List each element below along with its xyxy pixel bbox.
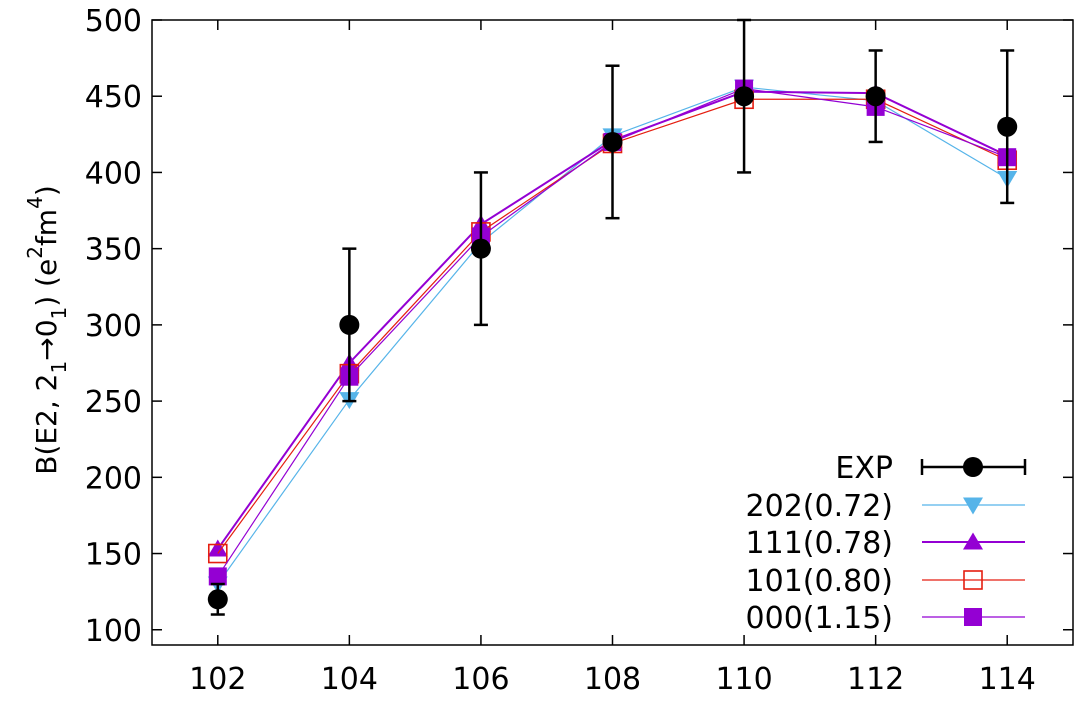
legend-label: 111(0.78)	[746, 526, 893, 561]
y-tick-label: 500	[85, 4, 142, 39]
data-point	[470, 238, 491, 259]
legend-swatch-marker	[963, 457, 983, 477]
legend-label: 000(1.15)	[746, 601, 893, 636]
x-tick-label: 114	[979, 662, 1036, 697]
data-point	[997, 116, 1018, 137]
legend-swatch-marker	[963, 570, 983, 590]
legend-swatch-marker	[963, 532, 983, 550]
x-axis-ticks: 102 104 106 108 110 112 114	[189, 20, 1036, 697]
legend-label: EXP	[835, 451, 893, 486]
y-axis-label: B(E2, 21→01) (e2fm4)	[23, 185, 71, 475]
x-tick-label: 102	[189, 662, 246, 697]
data-point	[207, 539, 228, 557]
data-point	[734, 86, 755, 107]
y-tick-label: 250	[85, 385, 142, 420]
data-point	[865, 86, 886, 107]
x-tick-label: 106	[452, 662, 509, 697]
series-layer	[207, 18, 1018, 616]
x-tick-label: 104	[321, 662, 378, 697]
y-axis-ticks: 100 150 200 250 300 350 400 450 500	[85, 4, 1073, 649]
data-point	[339, 314, 360, 335]
legend-label: 202(0.72)	[746, 489, 893, 524]
y-tick-label: 300	[85, 309, 142, 344]
legend-swatch-marker	[963, 497, 983, 515]
y-tick-label: 200	[85, 461, 142, 496]
data-point	[207, 543, 228, 564]
x-tick-label: 110	[715, 662, 772, 697]
y-tick-label: 450	[85, 80, 142, 115]
legend-swatch-marker	[964, 608, 982, 626]
legend-label: 101(0.80)	[746, 564, 893, 599]
data-point	[208, 567, 227, 586]
y-tick-label: 400	[85, 156, 142, 191]
y-tick-label: 350	[85, 233, 142, 268]
data-point	[602, 131, 623, 152]
x-tick-label: 108	[584, 662, 641, 697]
series-exp	[207, 18, 1018, 616]
y-tick-label: 150	[85, 538, 142, 573]
x-tick-label: 112	[847, 662, 904, 697]
data-point	[207, 589, 228, 610]
y-tick-label: 100	[85, 614, 142, 649]
